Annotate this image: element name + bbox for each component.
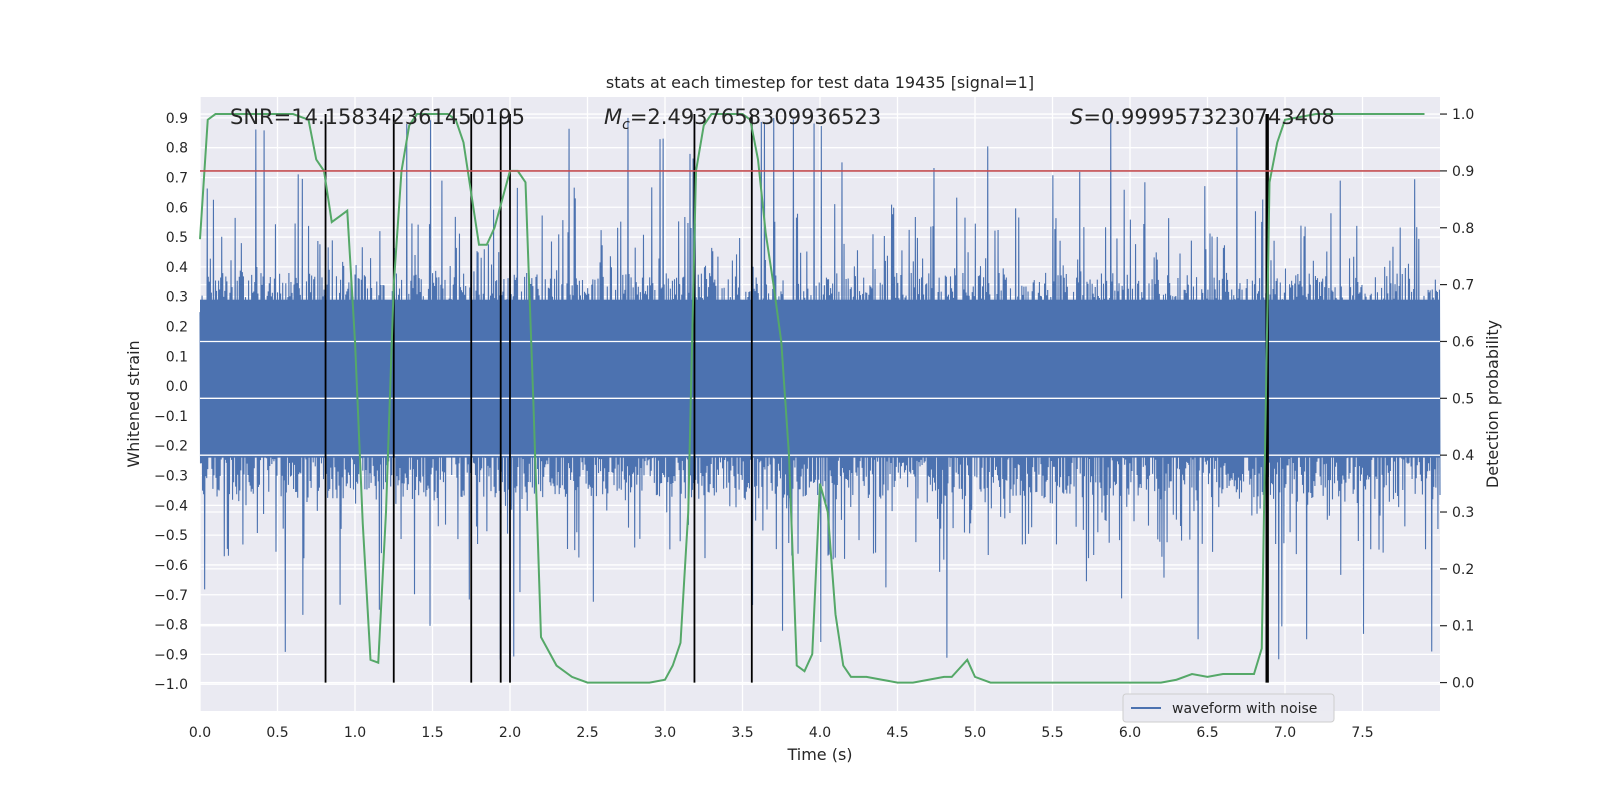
x-tick-label: 3.5: [731, 725, 753, 741]
y-tick-label: 0.3: [166, 290, 188, 306]
x-axis-ticks: 0.0 0.5 1.0 1.5 2.0 2.5 3.0 3.5 4.0 4.5 5.0 5.5 6.0 6…: [189, 725, 1374, 741]
y-tick-label: 0.4: [166, 260, 188, 276]
y-axis-ticks: 0.9 0.8 0.7 0.6 0.5 0.4 0.3 0.2 0.1 0.0 −0.1 −0.2 −0…: [154, 111, 188, 693]
y-tick-label: −0.3: [154, 469, 188, 485]
y2-tick-label: 0.4: [1452, 448, 1474, 464]
y2-tick-label: 0.9: [1452, 164, 1474, 180]
x-tick-label: 5.5: [1041, 725, 1063, 741]
legend: waveform with noise: [1122, 693, 1335, 723]
x-tick-label: 4.5: [886, 725, 908, 741]
y-tick-label: 0.9: [166, 111, 188, 127]
y2-axis-label: Detection probability: [1483, 320, 1502, 488]
detection-probability-series: [199, 113, 1425, 684]
y-tick-label: 0.2: [166, 320, 188, 336]
y-tick-label: 0.0: [166, 379, 188, 395]
y-tick-label: −0.1: [154, 409, 188, 425]
y2-tick-label: 0.7: [1452, 278, 1474, 294]
legend-entry-waveform: waveform with noise: [1172, 701, 1317, 717]
y-tick-label: −0.8: [154, 618, 188, 634]
y2-tick-label: 0.6: [1452, 334, 1474, 350]
chart-title: stats at each timestep for test data 194…: [606, 73, 1034, 92]
x-tick-label: 2.0: [499, 725, 521, 741]
x-tick-label: 0.5: [266, 725, 288, 741]
snr-annotation: SNR=14.158342361450195: [230, 105, 525, 129]
y-tick-label: −0.4: [154, 498, 188, 514]
y2-tick-label: 0.8: [1452, 221, 1474, 237]
s-annotation: S=0.9999573230743408: [1070, 105, 1335, 129]
y2-axis-ticks: 1.0 0.9 0.8 0.7 0.6 0.5 0.4 0.3 0.2 0.1 0.0: [1440, 107, 1474, 692]
y-tick-label: 0.1: [166, 349, 188, 365]
y2-tick-label: 1.0: [1452, 107, 1474, 123]
y-tick-label: −0.7: [154, 588, 188, 604]
x-tick-label: 3.0: [654, 725, 676, 741]
y2-tick-label: 0.5: [1452, 391, 1474, 407]
y-tick-label: −0.5: [154, 528, 188, 544]
y-tick-label: −1.0: [154, 677, 188, 693]
x-tick-label: 5.0: [964, 725, 986, 741]
detection-probability-line: [199, 113, 1425, 684]
x-tick-label: 1.0: [344, 725, 366, 741]
y-tick-label: −0.2: [154, 439, 188, 455]
x-tick-label: 2.5: [576, 725, 598, 741]
legend-box: [1122, 693, 1335, 723]
x-tick-label: 7.5: [1351, 725, 1373, 741]
x-tick-label: 6.5: [1196, 725, 1218, 741]
y2-tick-label: 0.1: [1452, 619, 1474, 635]
y2-tick-label: 0.2: [1452, 562, 1474, 578]
x-tick-label: 4.0: [809, 725, 831, 741]
y2-tick-label: 0.3: [1452, 505, 1474, 521]
y-axis-label: Whitened strain: [124, 340, 143, 467]
chirp-mass-annotation: Mc=2.4937658309936523: [604, 105, 881, 133]
x-tick-label: 0.0: [189, 725, 211, 741]
x-tick-label: 6.0: [1119, 725, 1141, 741]
y2-tick-label: 0.0: [1452, 676, 1474, 692]
y-tick-label: 0.7: [166, 170, 188, 186]
waveform-with-noise-series: [199, 117, 1441, 660]
y-tick-label: −0.6: [154, 558, 188, 574]
y-tick-label: 0.8: [166, 141, 188, 157]
x-tick-label: 1.5: [421, 725, 443, 741]
x-axis-label: Time (s): [786, 745, 852, 764]
y-tick-label: 0.6: [166, 200, 188, 216]
y-tick-label: 0.5: [166, 230, 188, 246]
y-tick-label: −0.9: [154, 647, 188, 663]
waveform-band: [200, 299, 1440, 458]
x-tick-label: 7.0: [1274, 725, 1296, 741]
